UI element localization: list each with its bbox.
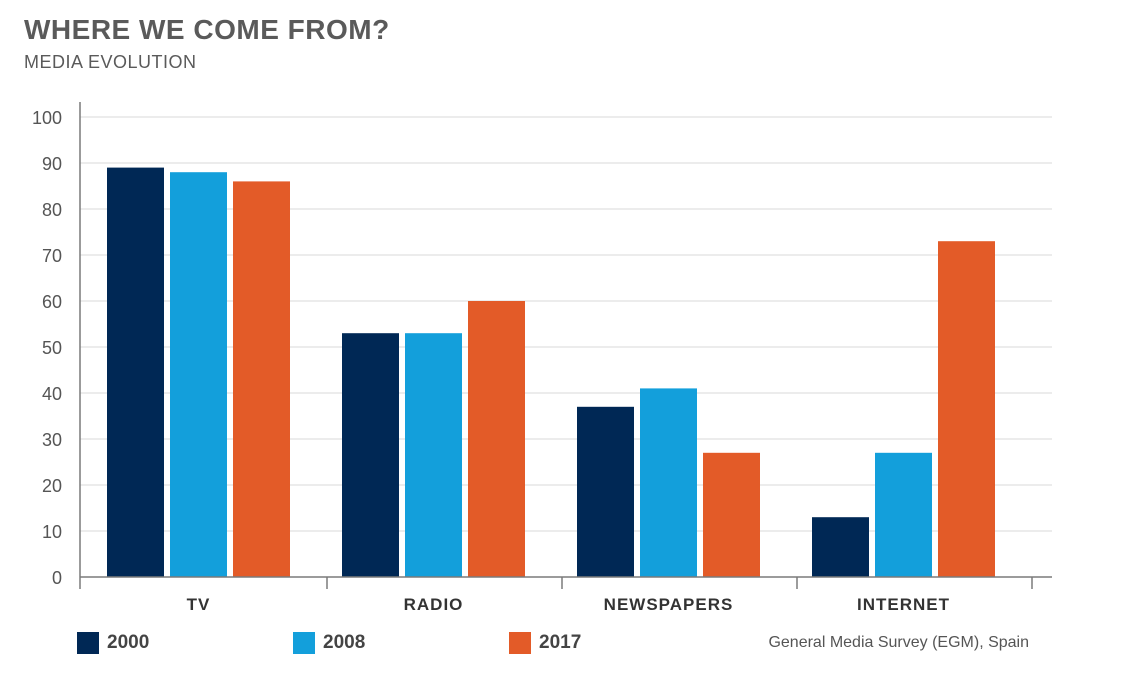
y-tick-label: 0 [52,568,62,588]
y-tick-label: 20 [42,476,62,496]
bar-radio-2000 [342,333,399,577]
legend-item-2000: 2000 [77,632,149,654]
legend-item-2008: 2008 [293,632,365,654]
bar-tv-2008 [170,172,227,577]
y-tick-label: 60 [42,292,62,312]
legend-swatch-2017 [509,632,531,654]
bar-radio-2017 [468,301,525,577]
y-tick-label: 30 [42,430,62,450]
axes [79,102,1052,589]
chart-subtitle: MEDIA EVOLUTION [24,52,197,72]
x-category-label: RADIO [404,595,464,614]
y-tick-label: 80 [42,200,62,220]
y-tick-label: 90 [42,154,62,174]
bar-newspapers-2017 [703,452,760,577]
legend-label-2000: 2000 [107,632,150,653]
legend: 2000 2008 2017 [0,632,1135,660]
chart-title: WHERE WE COME FROM? [24,14,390,45]
bar-radio-2008 [405,333,462,577]
bar-tv-2000 [107,167,164,577]
y-tick-label: 70 [42,246,62,266]
source-note: General Media Survey (EGM), Spain [768,634,1029,651]
x-category-label: INTERNET [857,595,950,614]
bar-internet-2008 [875,452,932,577]
bar-internet-2017 [938,241,995,577]
legend-label-2008: 2008 [323,632,366,653]
bar-newspapers-2008 [640,388,697,577]
legend-swatch-2008 [293,632,315,654]
legend-swatch-2000 [77,632,99,654]
x-category-label: TV [187,595,211,614]
y-tick-label: 10 [42,522,62,542]
bar-tv-2017 [233,181,290,577]
legend-label-2017: 2017 [539,632,582,653]
bars [107,167,995,577]
legend-item-2017: 2017 [509,632,581,654]
y-tick-label: 100 [32,108,62,128]
bar-internet-2000 [812,517,869,577]
axis-labels: 0 10 20 30 40 50 60 70 80 90 100 TV RADIO NEWSPAPERS I… [32,108,950,614]
y-tick-label: 50 [42,338,62,358]
y-tick-label: 40 [42,384,62,404]
bar-newspapers-2000 [577,406,634,577]
x-category-label: NEWSPAPERS [604,595,734,614]
